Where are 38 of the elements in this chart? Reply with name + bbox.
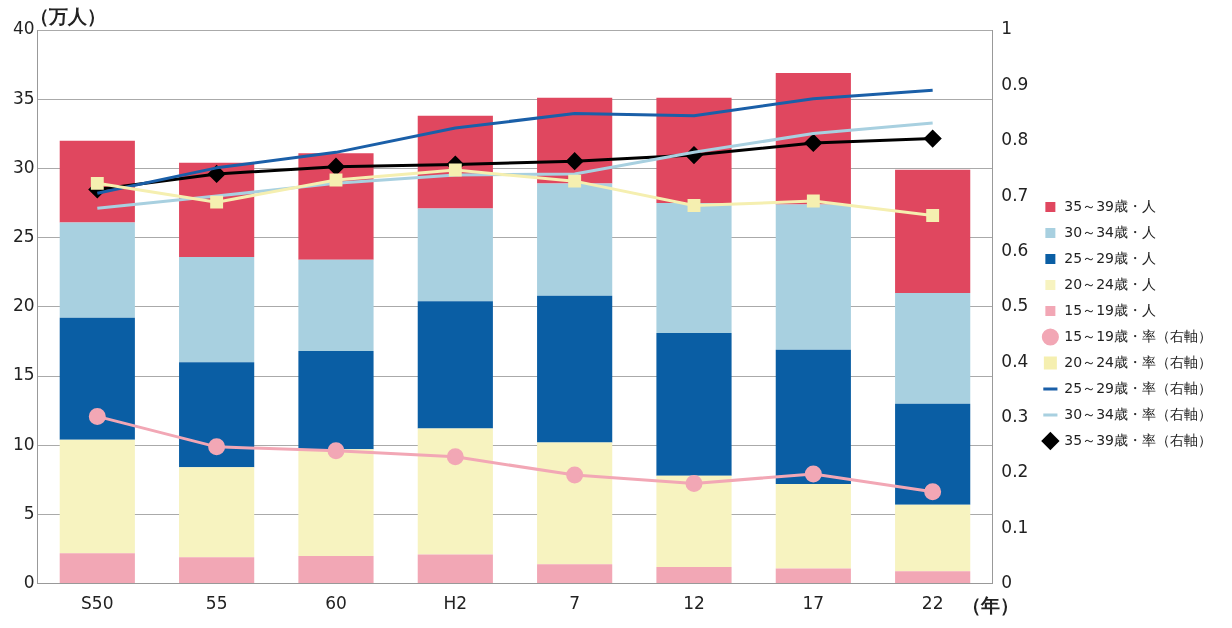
- y-tick-label: 0: [23, 572, 35, 593]
- legend-label: 20～24歳・率（右軸）: [1064, 353, 1213, 370]
- legend-label: 15～19歳・率（右軸）: [1064, 327, 1213, 344]
- y2-tick-label: 0.9: [1001, 73, 1029, 94]
- x-tick-label: H2: [443, 593, 468, 614]
- x-tick-label: 17: [802, 593, 825, 614]
- x-tick-label: 55: [205, 593, 228, 614]
- x-axis-title: （年）: [962, 594, 1020, 617]
- y-tick-label: 30: [12, 156, 35, 177]
- y-tick-label: 15: [12, 364, 35, 385]
- x-tick-label: 60: [325, 593, 347, 614]
- legend-label: 25～29歳・率（右軸）: [1064, 379, 1213, 396]
- x-tick-label: 12: [683, 593, 705, 614]
- y2-tick-label: 0.2: [1001, 461, 1029, 482]
- y2-tick-label: 0.3: [1001, 405, 1029, 426]
- y2-tick-label: 0.5: [1001, 295, 1029, 316]
- y-tick-label: 5: [23, 502, 35, 523]
- y2-tick-label: 0.7: [1001, 184, 1029, 205]
- legend-label: 30～34歳・率（右軸）: [1064, 405, 1213, 422]
- x-tick-label: S50: [81, 593, 114, 614]
- x-tick-label: 22: [921, 593, 944, 614]
- y-tick-label: 35: [12, 87, 35, 108]
- y-tick-label: 25: [12, 226, 35, 247]
- y2-tick-label: 0.8: [1001, 129, 1029, 150]
- legend-label: 25～29歳・人: [1064, 249, 1157, 266]
- y-tick-label: 10: [12, 433, 35, 454]
- y2-tick-label: 0.6: [1001, 239, 1029, 260]
- y2-tick-label: 0.4: [1001, 350, 1029, 371]
- legend-label: 35～39歳・率（右軸）: [1064, 431, 1213, 448]
- y-tick-label: 20: [12, 295, 35, 316]
- legend-label: 15～19歳・人: [1064, 301, 1157, 318]
- legend-label: 35～39歳・人: [1064, 197, 1157, 214]
- legend-label: 20～24歳・人: [1064, 275, 1157, 292]
- y2-tick-label: 0: [1001, 572, 1013, 593]
- x-tick-label: 7: [569, 593, 581, 614]
- y2-tick-label: 0.1: [1001, 516, 1029, 537]
- y2-tick-label: 1: [1001, 18, 1013, 39]
- legend-label: 30～34歳・人: [1064, 223, 1157, 240]
